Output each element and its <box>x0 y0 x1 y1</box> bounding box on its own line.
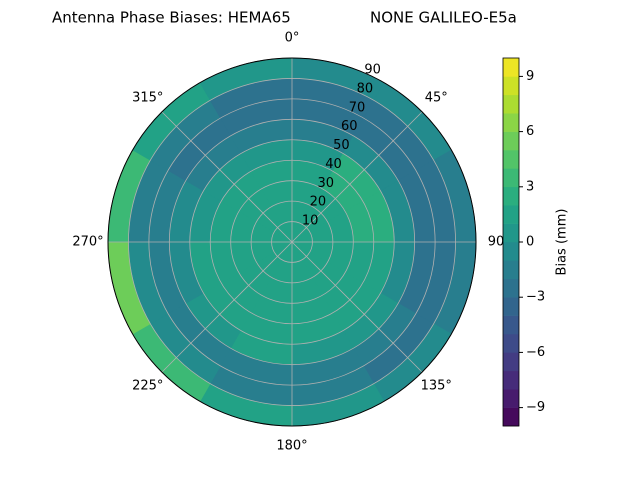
r-tick-label: 70 <box>349 100 366 115</box>
theta-tick-label: 270° <box>72 235 103 250</box>
colorbar-segment <box>503 113 519 132</box>
r-tick-label: 60 <box>341 119 358 134</box>
theta-tick-label: 225° <box>132 379 163 394</box>
colorbar-tick-label: −6 <box>526 345 545 360</box>
colorbar-segment <box>503 315 519 335</box>
colorbar-segment <box>503 334 519 353</box>
r-tick-label: 90 <box>364 63 381 78</box>
colorbar-tick-label: 9 <box>526 69 534 84</box>
colorbar-segment <box>503 58 519 77</box>
colorbar-tick-label: 6 <box>526 124 534 139</box>
colorbar-segment <box>503 223 519 243</box>
colorbar-segment <box>503 260 519 280</box>
polar-frame <box>107 57 477 427</box>
theta-tick-label: 180° <box>276 439 307 454</box>
angular-grid-line <box>161 111 293 243</box>
colorbar-segment <box>503 389 519 408</box>
colorbar-tick-label: 3 <box>526 179 534 194</box>
colorbar-segment <box>503 168 519 188</box>
angular-grid-line <box>161 241 293 373</box>
colorbar-segment <box>503 297 519 316</box>
colorbar-tick-label: −3 <box>526 290 545 305</box>
colorbar-tick-label: 0 <box>526 235 534 250</box>
colorbar-segment <box>503 131 519 151</box>
angular-grid-line <box>291 111 423 243</box>
colorbar-segment <box>503 186 519 206</box>
colorbar-segment <box>503 370 519 390</box>
colorbar-segment <box>503 407 519 427</box>
theta-tick-label: 0° <box>285 31 300 46</box>
colorbar-tick-label: −9 <box>526 400 545 415</box>
colorbar-segment <box>503 205 519 224</box>
theta-tick-label: 90 <box>488 235 505 250</box>
chart-title: Antenna Phase Biases: HEMA65 <box>52 9 291 27</box>
r-tick-label: 80 <box>357 81 374 96</box>
colorbar-segment <box>503 242 519 261</box>
theta-tick-label: 45° <box>425 90 448 105</box>
r-tick-label: 20 <box>310 195 327 210</box>
r-tick-label: 40 <box>325 157 342 172</box>
r-tick-label: 50 <box>333 138 350 153</box>
colorbar-segment <box>503 76 519 96</box>
r-tick-label: 30 <box>317 176 334 191</box>
r-tick-label: 10 <box>302 214 319 229</box>
angular-grid-line <box>291 241 423 373</box>
theta-tick-label: 315° <box>132 90 163 105</box>
colorbar-segment <box>503 278 519 298</box>
colorbar-segment <box>503 352 519 372</box>
theta-tick-label: 135° <box>421 379 452 394</box>
colorbar-segment <box>503 94 519 114</box>
chart-subtitle: NONE GALILEO-E5a <box>370 9 517 27</box>
colorbar-segment <box>503 150 519 169</box>
colorbar-label: Bias (mm) <box>555 209 570 276</box>
